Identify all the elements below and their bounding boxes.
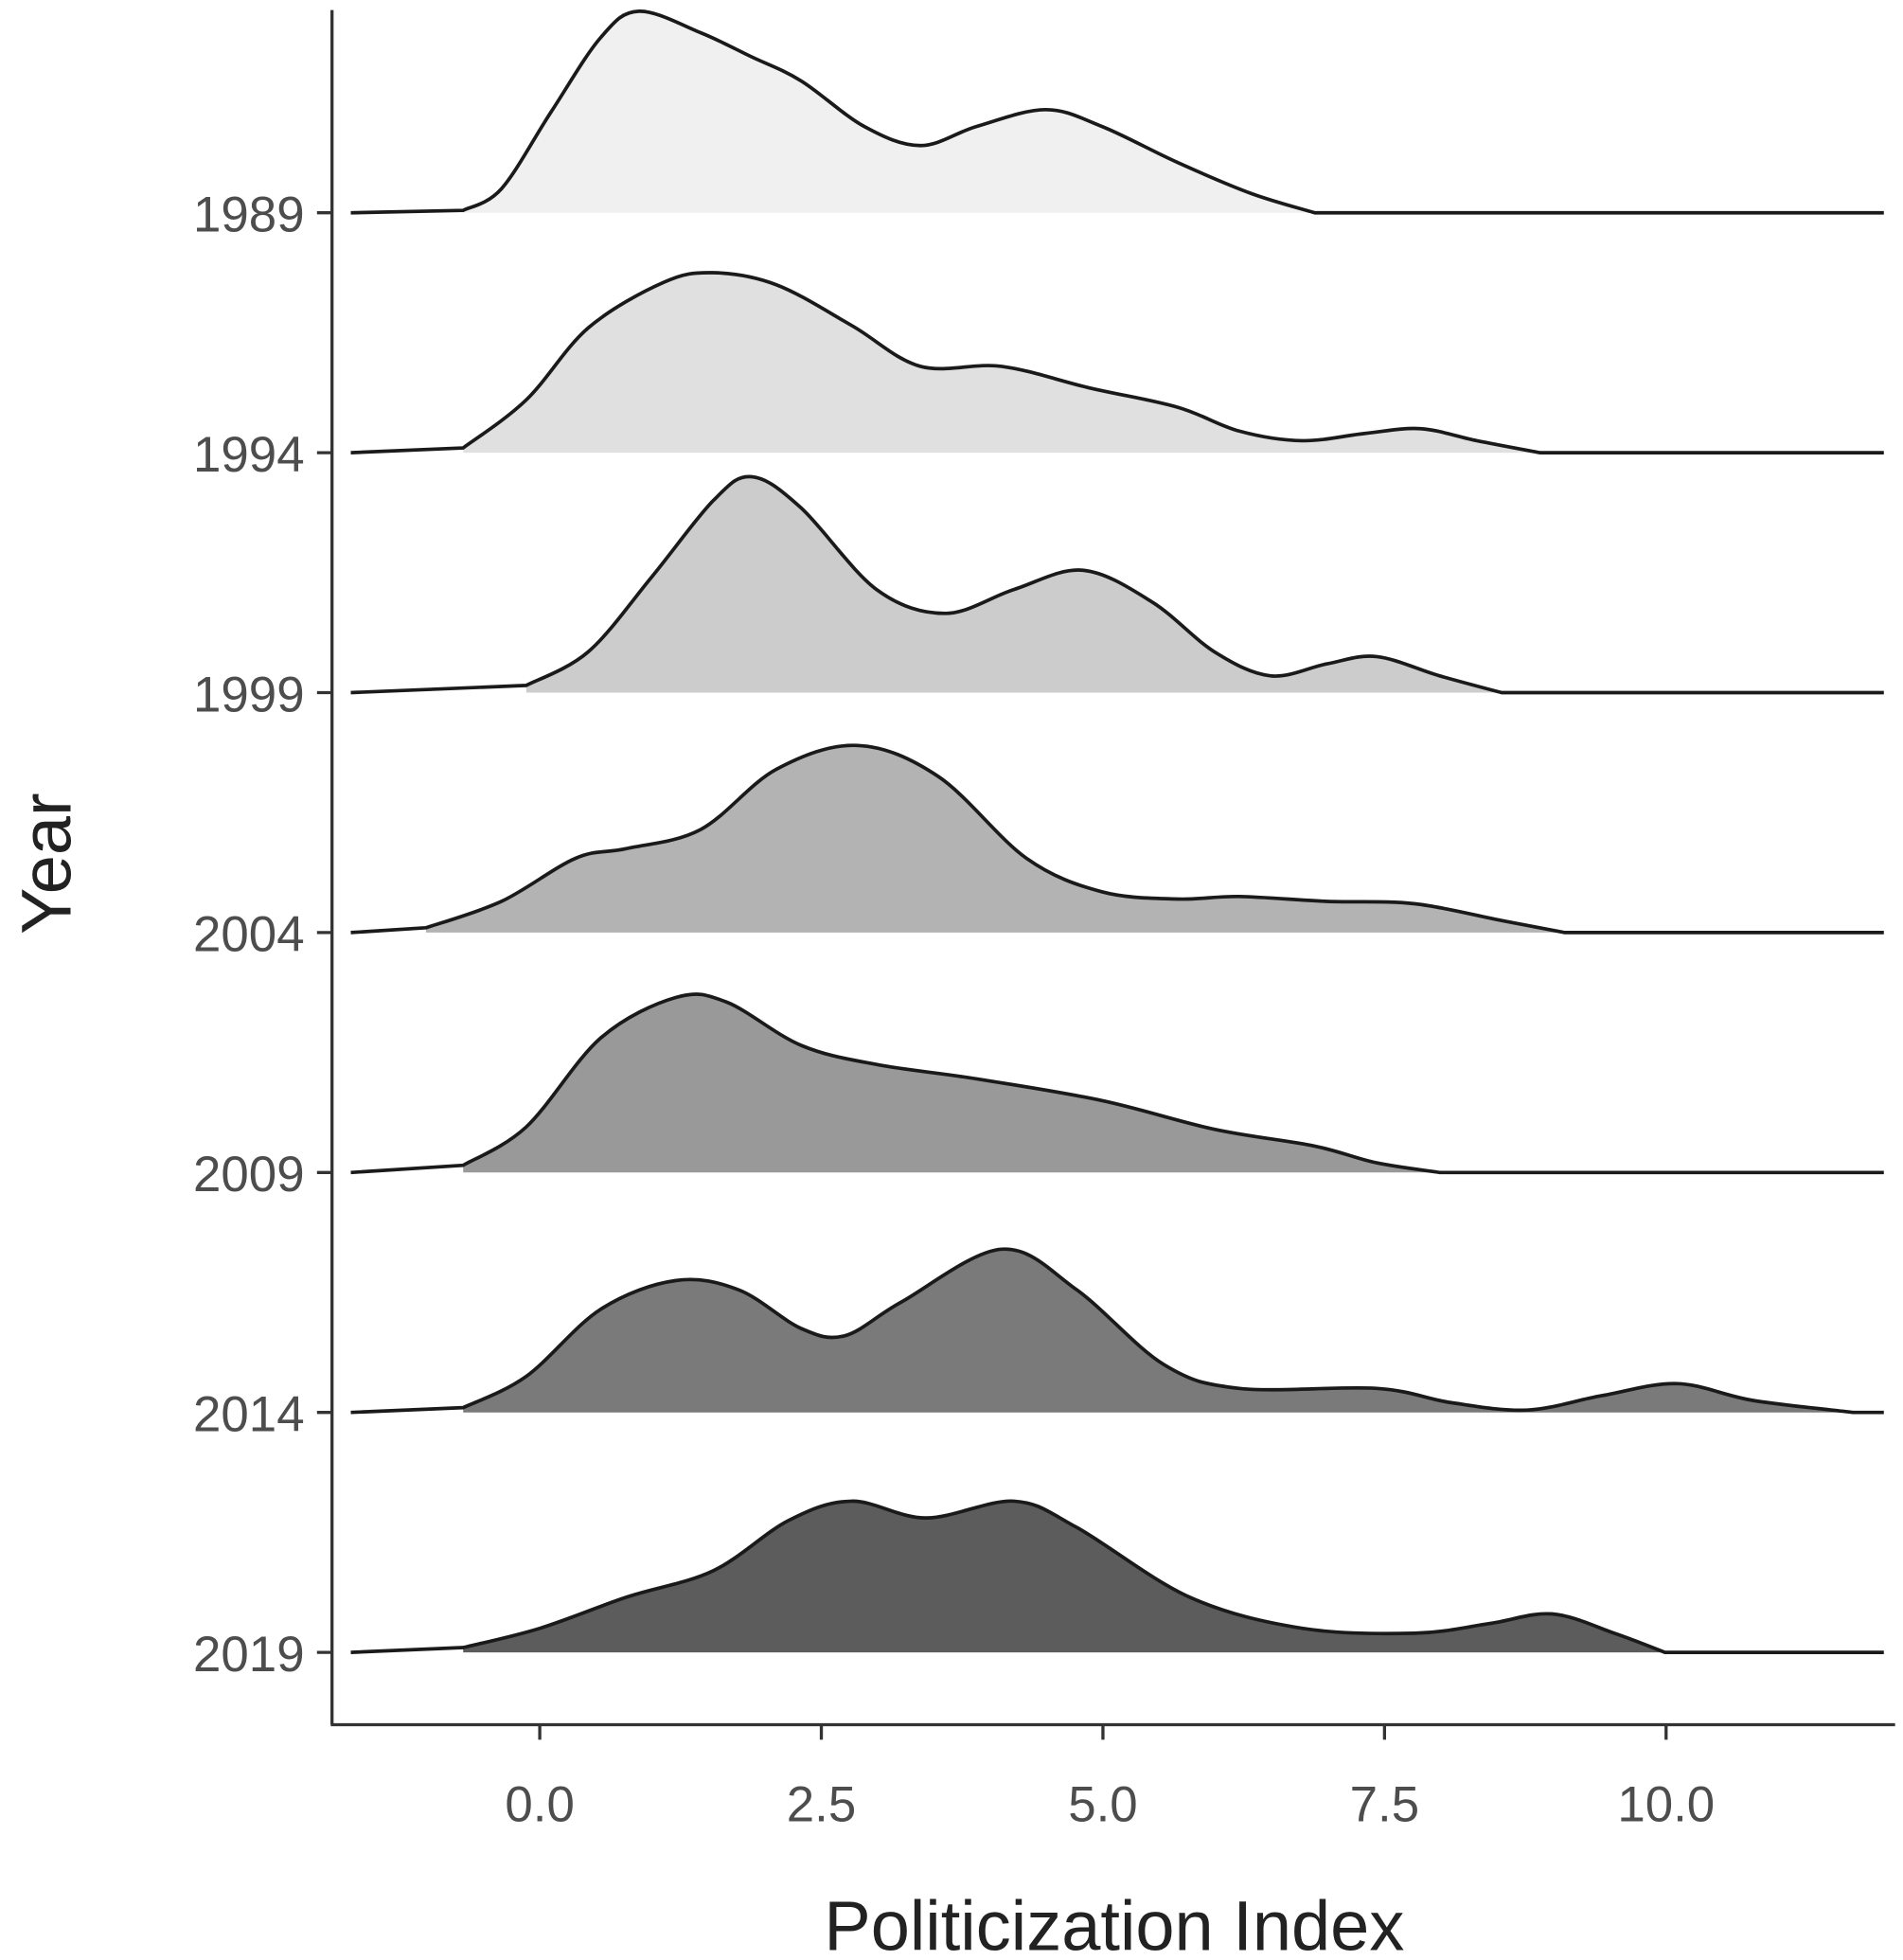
ridge-outline bbox=[350, 474, 1884, 695]
x-tick-label: 7.5 bbox=[1350, 1776, 1419, 1832]
ridge-outline bbox=[350, 743, 1884, 935]
x-tick-label: 10.0 bbox=[1617, 1776, 1715, 1832]
ridge-fill bbox=[463, 993, 1440, 1173]
y-tick-label: 1999 bbox=[193, 667, 305, 722]
x-tick-label: 2.5 bbox=[787, 1776, 856, 1832]
y-tick-label: 1994 bbox=[193, 427, 305, 483]
ridge-2019 bbox=[350, 1499, 1884, 1654]
ridge-2009 bbox=[350, 992, 1884, 1175]
ridge-fill bbox=[463, 272, 1540, 454]
ridge-2004 bbox=[350, 743, 1884, 935]
ridge-fill bbox=[463, 1501, 1665, 1653]
y-tick-label: 2004 bbox=[193, 907, 305, 963]
x-tick-label: 5.0 bbox=[1068, 1776, 1137, 1832]
ridge-outline bbox=[350, 9, 1884, 215]
ridge-1989 bbox=[350, 9, 1884, 215]
ridge-2014 bbox=[350, 1247, 1884, 1415]
y-ticks: 1989 1994 1999 2004 2009 2014 2019 bbox=[193, 187, 332, 1683]
ridge-fill bbox=[463, 1249, 1854, 1413]
y-axis-title: Year bbox=[7, 793, 85, 935]
y-tick-label: 2019 bbox=[193, 1627, 305, 1683]
x-axis-title: Politicization Index bbox=[824, 1886, 1404, 1960]
ridge-outline bbox=[350, 1499, 1884, 1654]
x-ticks: 0.0 2.5 5.0 7.5 10.0 bbox=[505, 1724, 1715, 1832]
ridge-outline bbox=[350, 1247, 1884, 1415]
ridge-fill bbox=[425, 745, 1565, 933]
ridge-1999 bbox=[350, 474, 1884, 695]
ridges bbox=[350, 9, 1884, 1654]
y-tick-label: 2009 bbox=[193, 1147, 305, 1203]
ridge-1994 bbox=[350, 271, 1884, 454]
y-tick-label: 2014 bbox=[193, 1387, 305, 1443]
ridge-outline bbox=[350, 992, 1884, 1175]
ridge-fill bbox=[463, 10, 1315, 213]
ridge-fill bbox=[525, 476, 1503, 693]
x-tick-label: 0.0 bbox=[505, 1776, 574, 1832]
ridge-outline bbox=[350, 271, 1884, 454]
y-tick-label: 1989 bbox=[193, 187, 305, 243]
